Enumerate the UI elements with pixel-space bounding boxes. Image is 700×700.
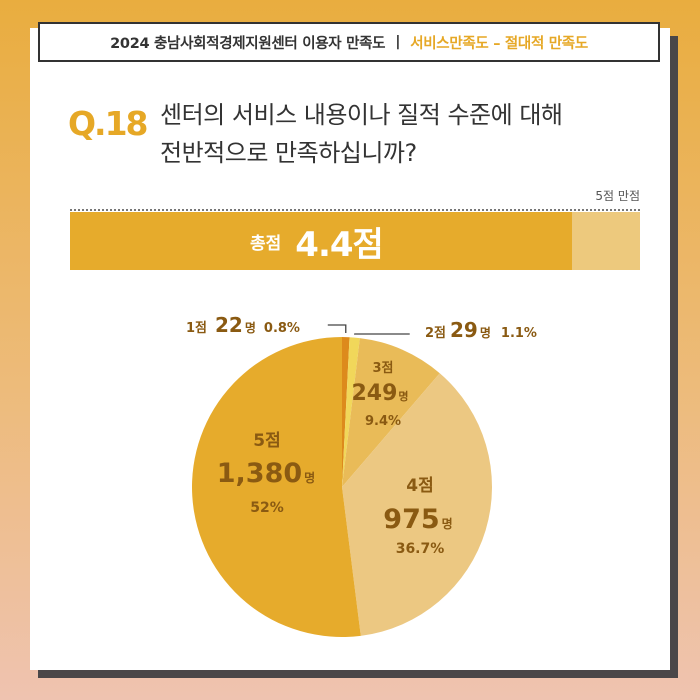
score-bar-label: 총점 4.4점 — [250, 212, 384, 270]
slice-score: 5점 — [253, 431, 280, 451]
slice-count: 29 — [450, 318, 478, 342]
slice-score: 4점 — [406, 476, 433, 496]
score-value: 4.4점 — [295, 224, 384, 265]
slice-score: 1점 — [186, 321, 207, 336]
slice-score: 2점 — [425, 326, 446, 341]
score-label: 총점 — [250, 233, 282, 254]
slice-label-2: 2점 29 명 1.1% — [425, 318, 537, 342]
slice-percent: 52% — [250, 500, 284, 516]
header-banner: 2024 충남사회적경제지원센터 이용자 만족도 | 서비스만족도 – 절대적 … — [38, 22, 660, 62]
slice-label-5: 1,380 명 — [217, 458, 315, 489]
pie-slice-2 — [342, 337, 360, 487]
header-title: 2024 충남사회적경제지원센터 이용자 만족도 — [110, 35, 386, 52]
slice-label-3: 3점 — [372, 361, 393, 376]
slice-count: 975 — [383, 504, 439, 535]
slice-unit: 명 — [245, 321, 256, 335]
slice-count: 22 — [215, 313, 243, 337]
score-bar-fill — [70, 212, 572, 270]
slice-label-4: 36.7% — [396, 541, 445, 557]
slice-unit: 명 — [480, 326, 491, 340]
slice-label-1: 1점 22 명 0.8% — [186, 313, 300, 337]
slice-count: 1,380 — [217, 458, 302, 489]
slice-percent: 9.4% — [365, 414, 401, 429]
slice-unit: 명 — [398, 389, 408, 403]
score-bar-dotted-line — [70, 209, 640, 211]
question-line-1: 센터의 서비스 내용이나 질적 수준에 대해 — [160, 101, 563, 129]
slice-percent: 0.8% — [264, 321, 300, 336]
slice-percent: 36.7% — [396, 541, 445, 557]
pie-slice-4 — [342, 373, 492, 636]
slice-label-5: 5점 — [253, 431, 280, 451]
slice-percent: 1.1% — [501, 326, 537, 341]
score-bar-track: 총점 4.4점 — [70, 212, 640, 270]
slice-label-3: 249명 — [351, 381, 408, 406]
slice-unit: 명 — [442, 517, 453, 531]
slice-label-4: 975 명 — [383, 504, 452, 535]
slice-label-4: 4점 — [406, 476, 433, 496]
slice-label-3: 9.4% — [365, 414, 401, 429]
slice-label-5: 52% — [250, 500, 284, 516]
max-score-note: 5점 만점 — [595, 189, 640, 203]
question-text: 센터의 서비스 내용이나 질적 수준에 대해 전반적으로 만족하십니까? — [160, 96, 660, 172]
slice-score: 3점 — [372, 361, 393, 376]
header-subtitle: 서비스만족도 – 절대적 만족도 — [410, 35, 588, 52]
pie-slice-5 — [192, 337, 361, 637]
pie-slice-1 — [342, 337, 350, 487]
header-separator: | — [395, 34, 401, 50]
question-line-2: 전반적으로 만족하십니까? — [160, 139, 417, 167]
pie-slice-3 — [342, 338, 440, 487]
question-number: Q.18 — [68, 104, 149, 143]
leader-line-1 — [327, 324, 347, 334]
slice-unit: 명 — [304, 471, 315, 485]
slice-count: 249 — [351, 381, 397, 406]
